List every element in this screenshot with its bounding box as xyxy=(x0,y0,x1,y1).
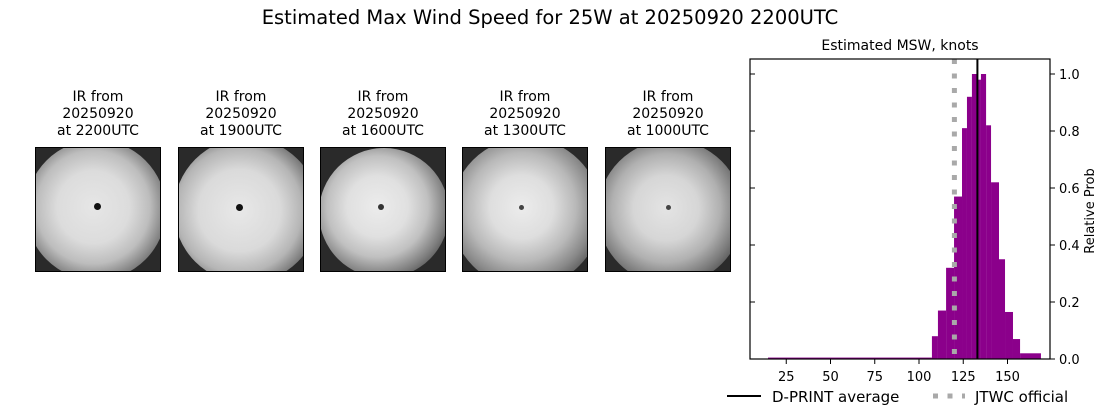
histogram-bar xyxy=(768,357,932,359)
panel-title: IR from 20250920 at 1000UTC xyxy=(585,89,751,140)
y-tick-label: 0.8 xyxy=(1059,125,1080,140)
panel-title-line: IR from xyxy=(357,89,409,105)
panel-title-line: 20250920 xyxy=(632,106,704,122)
panel-title-line: at 1300UTC xyxy=(484,123,566,139)
panel-title-line: at 2200UTC xyxy=(57,123,139,139)
ir-satellite-image xyxy=(605,147,731,272)
storm-eye xyxy=(378,204,384,210)
panel-title-line: 20250920 xyxy=(347,106,419,122)
chart-title: Estimated MSW, knots xyxy=(821,38,978,54)
histogram-bar xyxy=(1005,311,1013,359)
x-tick-label: 25 xyxy=(778,370,795,385)
y-tick-label: 0.4 xyxy=(1059,239,1080,254)
y-axis-label: Relative Prob xyxy=(1083,168,1098,253)
x-tick-label: 50 xyxy=(822,370,839,385)
panel-title-line: at 1000UTC xyxy=(627,123,709,139)
histogram-bar xyxy=(977,79,981,359)
figure-title: Estimated Max Wind Speed for 25W at 2025… xyxy=(261,6,839,29)
storm-eye xyxy=(94,203,101,210)
histogram-bar xyxy=(931,336,938,359)
panel-title-line: IR from xyxy=(215,89,267,105)
ir-satellite-image xyxy=(178,147,304,272)
histogram-bar xyxy=(986,125,992,359)
y-tick-label: 0.0 xyxy=(1059,353,1080,368)
x-tick-label: 75 xyxy=(866,370,883,385)
y-tick-label: 0.2 xyxy=(1059,296,1080,311)
panel-title-line: 20250920 xyxy=(489,106,561,122)
x-tick-label: 150 xyxy=(995,370,1020,385)
panel-title: IR from 20250920 at 1300UTC xyxy=(442,89,608,140)
histogram-bar xyxy=(954,196,963,359)
legend-jtwc-label: JTWC official xyxy=(974,388,1068,406)
panel-title-line: 20250920 xyxy=(62,106,134,122)
panel-title-line: IR from xyxy=(499,89,551,105)
panel-title-line: IR from xyxy=(72,89,124,105)
panel-title-line: 20250920 xyxy=(205,106,277,122)
histogram-bar xyxy=(991,182,1000,359)
ir-satellite-image xyxy=(462,147,588,272)
storm-eye xyxy=(236,204,243,211)
histogram-bar xyxy=(980,74,987,359)
histogram-bar xyxy=(999,259,1006,359)
panel-title-line: at 1600UTC xyxy=(342,123,424,139)
histogram-bar xyxy=(1020,353,1041,359)
panel-title: IR from 20250920 at 1900UTC xyxy=(158,89,324,140)
histogram-bar xyxy=(966,96,972,360)
x-tick-label: 100 xyxy=(907,370,932,385)
y-tick-label: 0.6 xyxy=(1059,182,1080,197)
histogram-bar xyxy=(937,310,947,359)
storm-eye xyxy=(666,205,671,210)
panel-title: IR from 20250920 at 2200UTC xyxy=(15,89,181,140)
storm-eye xyxy=(519,205,524,210)
ir-satellite-image xyxy=(320,147,446,272)
histogram-bar xyxy=(962,128,967,359)
panel-title-line: at 1900UTC xyxy=(200,123,282,139)
panel-title: IR from 20250920 at 1600UTC xyxy=(300,89,466,140)
histogram-bar xyxy=(971,74,978,359)
y-tick-label: 1.0 xyxy=(1059,68,1080,83)
legend-dprint-label: D-PRINT average xyxy=(772,388,899,406)
plot-frame xyxy=(749,58,1051,360)
ir-satellite-image xyxy=(35,147,161,272)
x-tick-label: 125 xyxy=(951,370,976,385)
histogram-bar xyxy=(946,267,955,359)
histogram-bar xyxy=(1012,339,1021,359)
panel-title-line: IR from xyxy=(642,89,694,105)
